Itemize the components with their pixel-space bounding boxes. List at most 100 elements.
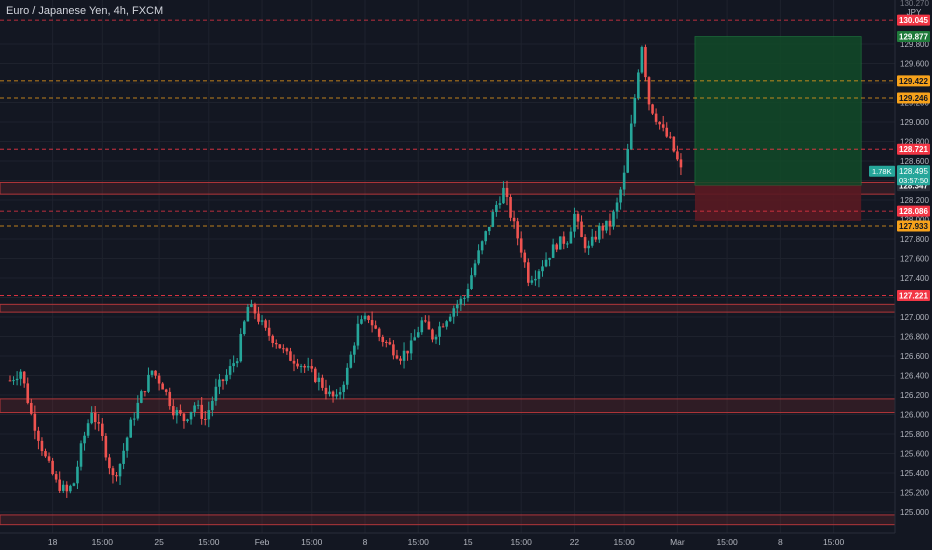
candle <box>338 392 342 395</box>
candle <box>72 483 76 486</box>
candle <box>108 457 111 469</box>
candle <box>409 340 413 354</box>
level-price-label-bg <box>897 92 930 104</box>
candle <box>328 391 331 395</box>
price-tick-label: 125.000 <box>900 508 929 517</box>
candle <box>381 336 385 342</box>
candle <box>292 360 296 364</box>
candle <box>399 358 402 361</box>
candle <box>179 410 182 414</box>
level-price-label-bg <box>897 143 930 155</box>
change-badge: 1.78K <box>872 167 892 176</box>
price-tick-label: 127.000 <box>900 313 929 322</box>
price-tick-label: 129.000 <box>900 118 929 127</box>
time-tick-label: 8 <box>778 537 783 547</box>
candle <box>164 389 168 392</box>
time-tick-label: 15:00 <box>614 537 636 547</box>
candle <box>530 280 534 283</box>
sr-zone <box>0 514 896 526</box>
candle <box>321 377 324 388</box>
level-price-label-bg <box>897 30 930 42</box>
price-tick-label: 127.600 <box>900 255 929 264</box>
candle <box>566 243 569 245</box>
candle <box>93 412 97 423</box>
candle <box>541 266 544 272</box>
level-price-label: 130.045 <box>899 16 928 25</box>
price-tick-label: 128.800 <box>900 138 929 147</box>
level-price-label-bg <box>897 14 930 26</box>
candle <box>441 326 445 328</box>
candle <box>612 211 615 227</box>
candle <box>285 348 289 352</box>
time-tick-label: 22 <box>570 537 580 547</box>
candle <box>466 288 470 298</box>
level-price-label: 129.877 <box>899 32 928 41</box>
candle <box>498 203 502 205</box>
candle <box>289 351 292 361</box>
candle <box>125 437 129 451</box>
candle <box>175 410 179 416</box>
level-price-label: 128.721 <box>899 145 928 154</box>
time-tick-label: 15:00 <box>92 537 114 547</box>
candle <box>377 328 381 337</box>
candle <box>519 238 523 253</box>
candle <box>558 236 562 250</box>
price-axis-top-label: 130.270 <box>900 0 929 8</box>
candle <box>470 275 473 289</box>
candle <box>594 236 598 240</box>
price-tick-label: 127.400 <box>900 274 929 283</box>
candle <box>473 263 477 276</box>
time-tick-label: 15 <box>463 537 473 547</box>
candle <box>491 211 495 227</box>
candle <box>665 127 669 137</box>
candle <box>484 231 487 242</box>
candle <box>477 250 480 264</box>
current-price-tag-bg <box>897 165 930 186</box>
candle <box>402 350 406 361</box>
candle <box>303 365 306 368</box>
candle <box>65 484 69 492</box>
candle <box>505 187 509 197</box>
candle <box>129 419 132 438</box>
candle <box>548 257 551 260</box>
candle <box>601 225 605 231</box>
candle <box>97 422 101 424</box>
candle <box>140 391 143 403</box>
candle <box>456 304 459 309</box>
candle <box>19 371 22 379</box>
currency-label: JPY <box>906 8 922 17</box>
time-tick-label: 15:00 <box>301 537 323 547</box>
candle <box>537 271 541 279</box>
candle <box>271 335 274 343</box>
candle <box>608 220 612 227</box>
candle <box>310 366 314 369</box>
candle <box>228 366 232 375</box>
candle <box>306 366 310 368</box>
candle <box>253 304 257 314</box>
candle <box>101 423 104 436</box>
symbol-title[interactable]: Euro / Japanese Yen, 4h, FXCM <box>6 5 164 17</box>
candle <box>136 402 140 419</box>
level-price-label-bg <box>897 75 930 87</box>
candle <box>569 231 573 244</box>
candle <box>264 320 267 328</box>
candle <box>182 413 186 422</box>
candle <box>61 484 65 491</box>
candle <box>250 304 253 307</box>
candle <box>367 315 370 320</box>
candle <box>388 342 392 345</box>
candle <box>448 316 452 322</box>
time-tick-label: 15:00 <box>823 537 845 547</box>
candle <box>619 189 622 203</box>
candle <box>278 344 282 349</box>
candle <box>413 337 416 341</box>
candle <box>22 371 26 384</box>
time-tick-label: 15:00 <box>716 537 738 547</box>
candle <box>669 136 672 138</box>
candle <box>267 327 271 336</box>
candle <box>47 456 51 461</box>
candle <box>562 236 566 244</box>
time-tick-label: Feb <box>255 537 270 547</box>
